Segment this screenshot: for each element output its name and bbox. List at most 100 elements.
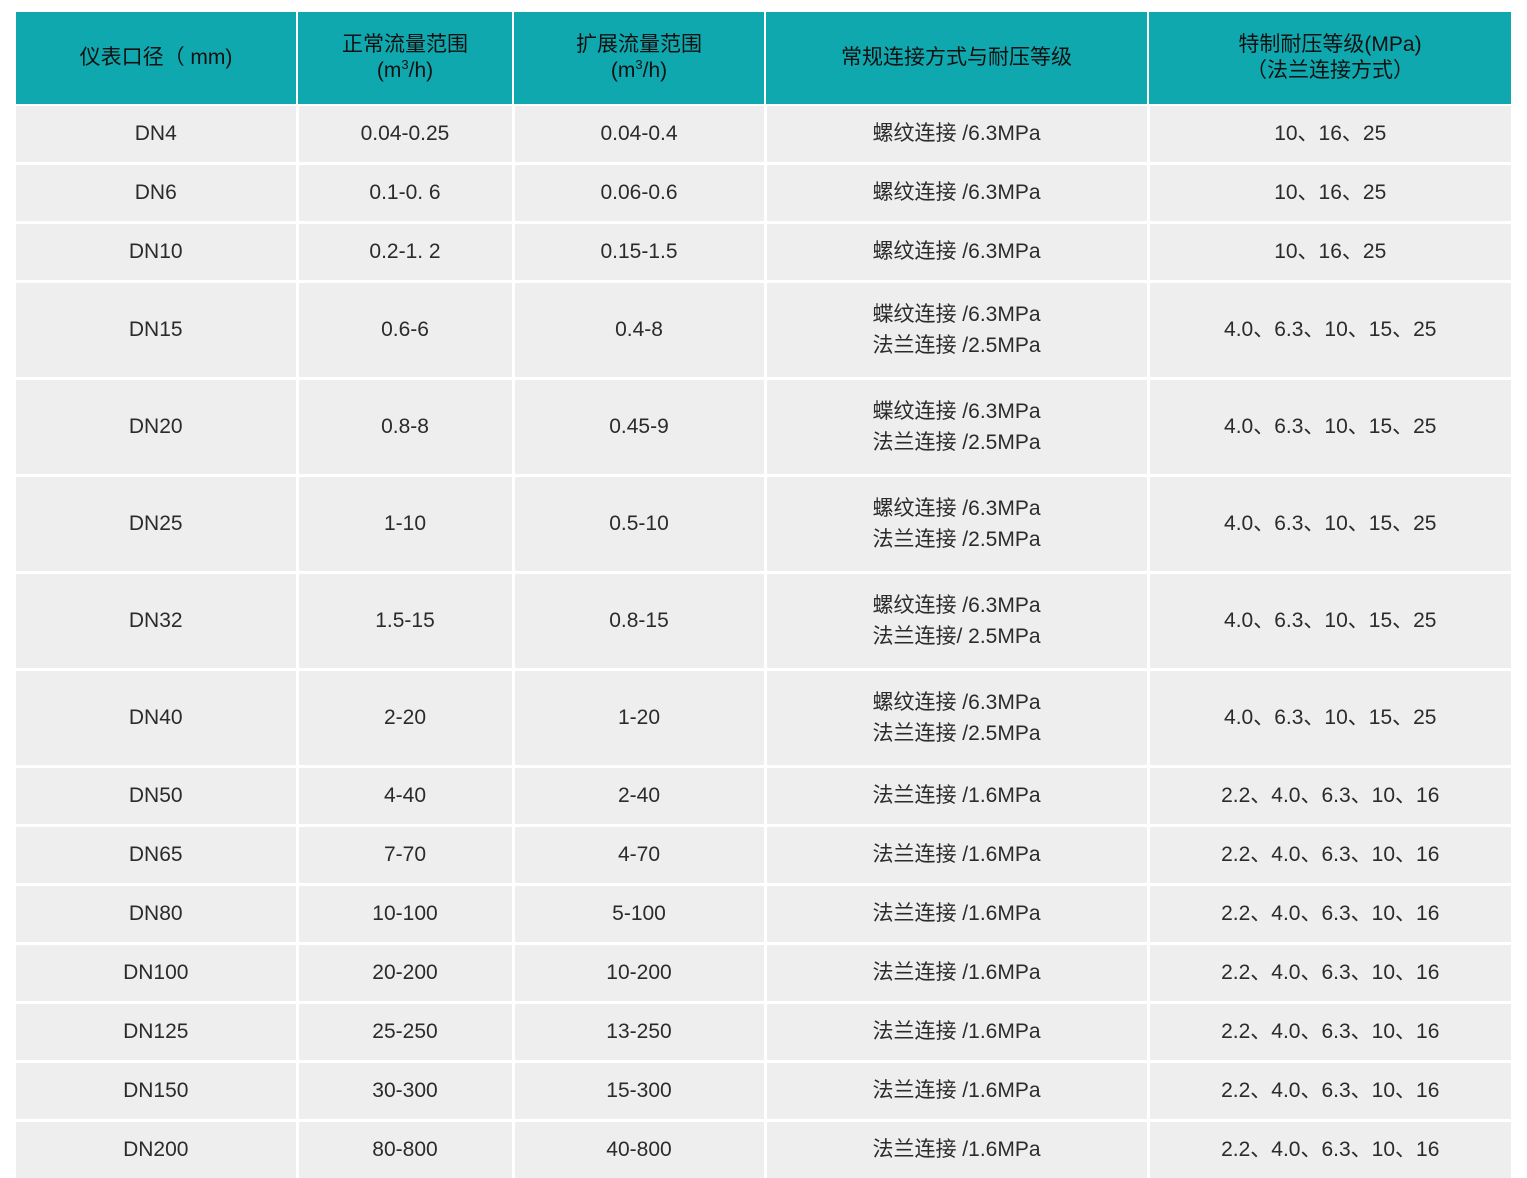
cell-normal-flow: 1-10 — [297, 476, 513, 573]
column-header-size-line1: 仪表口径（ mm) — [80, 46, 233, 69]
cell-extended-flow: 0.04-0.4 — [513, 105, 765, 164]
column-header-special-pressure: 特制耐压等级(MPa) （法兰连接方式） — [1148, 12, 1511, 105]
cell-special-pressure: 4.0、6.3、10、15、25 — [1148, 573, 1511, 670]
header-row: 仪表口径（ mm) 正常流量范围 (m3/h) 扩展流量范围 (m3/h) 常规… — [16, 12, 1511, 105]
cell-special-pressure: 2.2、4.0、6.3、10、16 — [1148, 1003, 1511, 1062]
cell-special-pressure: 4.0、6.3、10、15、25 — [1148, 670, 1511, 767]
cell-extended-flow: 0.8-15 — [513, 573, 765, 670]
cell-connection: 螺纹连接 /6.3MPa 法兰连接 /2.5MPa — [765, 670, 1148, 767]
cell-connection: 螺纹连接 /6.3MPa 法兰连接 /2.5MPa — [765, 476, 1148, 573]
cell-normal-flow: 0.04-0.25 — [297, 105, 513, 164]
cell-special-pressure: 4.0、6.3、10、15、25 — [1148, 476, 1511, 573]
cell-size: DN80 — [16, 885, 297, 944]
table-header: 仪表口径（ mm) 正常流量范围 (m3/h) 扩展流量范围 (m3/h) 常规… — [16, 12, 1511, 105]
cell-normal-flow: 30-300 — [297, 1062, 513, 1121]
cell-extended-flow: 10-200 — [513, 944, 765, 1003]
cell-special-pressure: 2.2、4.0、6.3、10、16 — [1148, 944, 1511, 1003]
cell-extended-flow: 1-20 — [513, 670, 765, 767]
cell-connection: 螺纹连接 /6.3MPa — [765, 105, 1148, 164]
cell-extended-flow: 0.45-9 — [513, 379, 765, 476]
cell-size: DN20 — [16, 379, 297, 476]
cell-connection: 螺纹连接 /6.3MPa — [765, 223, 1148, 282]
cell-normal-flow: 25-250 — [297, 1003, 513, 1062]
cell-connection: 螺纹连接 /6.3MPa — [765, 164, 1148, 223]
cell-normal-flow: 0.1-0. 6 — [297, 164, 513, 223]
cell-special-pressure: 2.2、4.0、6.3、10、16 — [1148, 767, 1511, 826]
cell-size: DN40 — [16, 670, 297, 767]
column-header-connection: 常规连接方式与耐压等级 — [765, 12, 1148, 105]
cell-size: DN15 — [16, 282, 297, 379]
cell-normal-flow: 4-40 — [297, 767, 513, 826]
cell-size: DN4 — [16, 105, 297, 164]
cell-normal-flow: 7-70 — [297, 826, 513, 885]
cell-normal-flow: 0.8-8 — [297, 379, 513, 476]
cell-special-pressure: 2.2、4.0、6.3、10、16 — [1148, 1062, 1511, 1121]
cell-extended-flow: 13-250 — [513, 1003, 765, 1062]
cell-extended-flow: 0.5-10 — [513, 476, 765, 573]
column-header-special-pressure-line2: （法兰连接方式） — [1246, 59, 1414, 82]
cell-special-pressure: 4.0、6.3、10、15、25 — [1148, 379, 1511, 476]
cell-special-pressure: 2.2、4.0、6.3、10、16 — [1148, 1121, 1511, 1178]
column-header-normal-flow-line1: 正常流量范围 — [342, 33, 468, 56]
cell-connection: 蝶纹连接 /6.3MPa 法兰连接 /2.5MPa — [765, 379, 1148, 476]
cell-special-pressure: 10、16、25 — [1148, 164, 1511, 223]
cell-size: DN32 — [16, 573, 297, 670]
cell-size: DN25 — [16, 476, 297, 573]
cell-special-pressure: 4.0、6.3、10、15、25 — [1148, 282, 1511, 379]
cell-normal-flow: 2-20 — [297, 670, 513, 767]
column-header-extended-flow-line1: 扩展流量范围 — [576, 33, 702, 56]
cell-extended-flow: 2-40 — [513, 767, 765, 826]
cell-size: DN150 — [16, 1062, 297, 1121]
column-header-extended-flow: 扩展流量范围 (m3/h) — [513, 12, 765, 105]
cell-connection: 法兰连接 /1.6MPa — [765, 826, 1148, 885]
column-header-special-pressure-line1: 特制耐压等级(MPa) — [1238, 33, 1421, 56]
cell-connection: 法兰连接 /1.6MPa — [765, 767, 1148, 826]
cell-connection: 法兰连接 /1.6MPa — [765, 885, 1148, 944]
cell-connection: 螺纹连接 /6.3MPa 法兰连接/ 2.5MPa — [765, 573, 1148, 670]
cell-special-pressure: 2.2、4.0、6.3、10、16 — [1148, 885, 1511, 944]
cell-normal-flow: 20-200 — [297, 944, 513, 1003]
cell-special-pressure: 10、16、25 — [1148, 105, 1511, 164]
cell-size: DN10 — [16, 223, 297, 282]
superscript-three: 3 — [401, 57, 408, 72]
column-header-normal-flow: 正常流量范围 (m3/h) — [297, 12, 513, 105]
cell-size: DN125 — [16, 1003, 297, 1062]
column-header-extended-flow-unit: (m3/h) — [611, 59, 667, 82]
superscript-three: 3 — [635, 57, 642, 72]
cell-connection: 蝶纹连接 /6.3MPa 法兰连接 /2.5MPa — [765, 282, 1148, 379]
cell-normal-flow: 80-800 — [297, 1121, 513, 1178]
cell-size: DN100 — [16, 944, 297, 1003]
cell-extended-flow: 0.06-0.6 — [513, 164, 765, 223]
column-header-normal-flow-unit: (m3/h) — [377, 59, 433, 82]
cell-extended-flow: 4-70 — [513, 826, 765, 885]
cell-special-pressure: 10、16、25 — [1148, 223, 1511, 282]
cell-special-pressure: 2.2、4.0、6.3、10、16 — [1148, 826, 1511, 885]
cell-connection: 法兰连接 /1.6MPa — [765, 1062, 1148, 1121]
cell-connection: 法兰连接 /1.6MPa — [765, 1003, 1148, 1062]
cell-normal-flow: 0.6-6 — [297, 282, 513, 379]
cell-extended-flow: 0.4-8 — [513, 282, 765, 379]
cell-normal-flow: 1.5-15 — [297, 573, 513, 670]
column-header-size: 仪表口径（ mm) — [16, 12, 297, 105]
cell-extended-flow: 5-100 — [513, 885, 765, 944]
cell-size: DN6 — [16, 164, 297, 223]
cell-size: DN200 — [16, 1121, 297, 1178]
cell-extended-flow: 15-300 — [513, 1062, 765, 1121]
column-header-connection-line1: 常规连接方式与耐压等级 — [841, 46, 1072, 69]
